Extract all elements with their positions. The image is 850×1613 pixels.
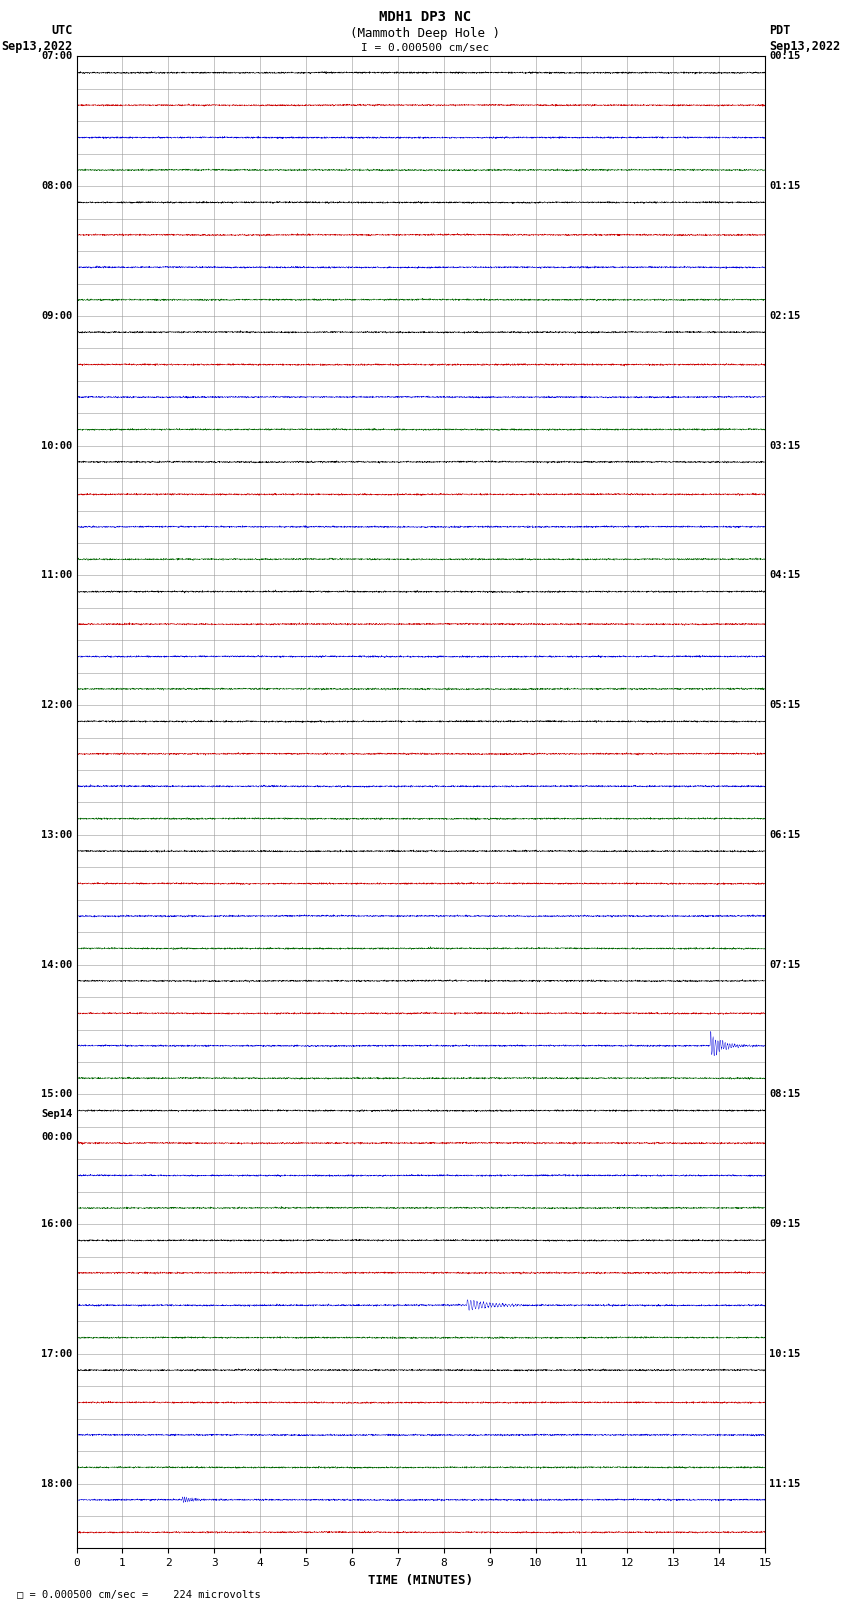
Text: 08:15: 08:15 <box>769 1089 801 1100</box>
Text: 00:00: 00:00 <box>41 1132 72 1142</box>
Text: Sep13,2022: Sep13,2022 <box>1 40 72 53</box>
Text: 08:00: 08:00 <box>41 181 72 192</box>
Text: 11:15: 11:15 <box>769 1479 801 1489</box>
Text: Sep13,2022: Sep13,2022 <box>769 40 841 53</box>
Text: 14:00: 14:00 <box>41 960 72 969</box>
Text: PDT: PDT <box>769 24 790 37</box>
Text: Sep14: Sep14 <box>41 1108 72 1119</box>
Text: I = 0.000500 cm/sec: I = 0.000500 cm/sec <box>361 44 489 53</box>
Text: 13:00: 13:00 <box>41 831 72 840</box>
Text: 18:00: 18:00 <box>41 1479 72 1489</box>
Text: 01:15: 01:15 <box>769 181 801 192</box>
Text: 16:00: 16:00 <box>41 1219 72 1229</box>
Text: 05:15: 05:15 <box>769 700 801 710</box>
Text: UTC: UTC <box>51 24 72 37</box>
Text: 10:15: 10:15 <box>769 1348 801 1358</box>
Text: 07:15: 07:15 <box>769 960 801 969</box>
Text: 02:15: 02:15 <box>769 311 801 321</box>
Text: (Mammoth Deep Hole ): (Mammoth Deep Hole ) <box>350 27 500 40</box>
Text: 11:00: 11:00 <box>41 571 72 581</box>
Text: 15:00: 15:00 <box>41 1089 72 1100</box>
Text: 12:00: 12:00 <box>41 700 72 710</box>
Text: 07:00: 07:00 <box>41 52 72 61</box>
Text: 04:15: 04:15 <box>769 571 801 581</box>
Text: □ = 0.000500 cm/sec =    224 microvolts: □ = 0.000500 cm/sec = 224 microvolts <box>17 1590 261 1600</box>
Text: 10:00: 10:00 <box>41 440 72 450</box>
Text: 03:15: 03:15 <box>769 440 801 450</box>
Text: 09:15: 09:15 <box>769 1219 801 1229</box>
X-axis label: TIME (MINUTES): TIME (MINUTES) <box>368 1574 473 1587</box>
Text: 17:00: 17:00 <box>41 1348 72 1358</box>
Text: MDH1 DP3 NC: MDH1 DP3 NC <box>379 10 471 24</box>
Text: 00:15: 00:15 <box>769 52 801 61</box>
Text: 06:15: 06:15 <box>769 831 801 840</box>
Text: 09:00: 09:00 <box>41 311 72 321</box>
